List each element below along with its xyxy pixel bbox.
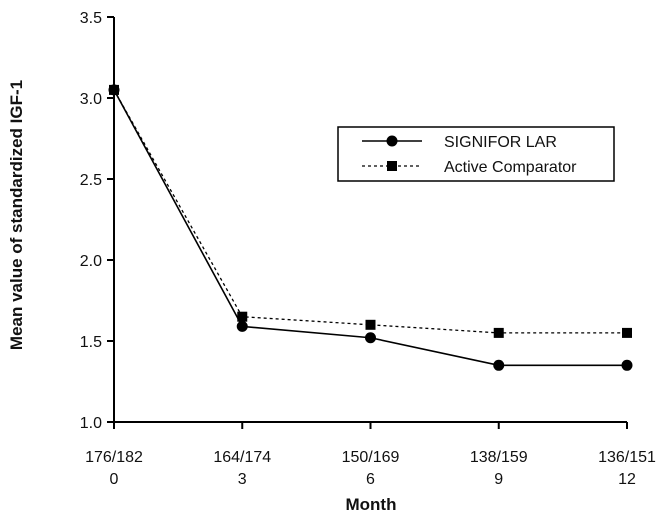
y-tick-label: 1.0 bbox=[80, 415, 102, 432]
legend-box bbox=[337, 126, 615, 182]
x-n-label: 164/174 bbox=[213, 449, 271, 466]
legend: SIGNIFOR LAR Active Comparator bbox=[337, 126, 615, 182]
data-point-comparator bbox=[622, 327, 632, 338]
y-tick-label: 2.0 bbox=[80, 253, 102, 270]
series-line-comparator bbox=[113, 89, 627, 334]
series-layer bbox=[108, 84, 633, 371]
x-n-label: 138/159 bbox=[470, 449, 528, 466]
x-n-label: 136/151 bbox=[598, 449, 656, 466]
y-tick-label: 1.5 bbox=[80, 334, 102, 351]
x-tick-label: 12 bbox=[618, 471, 636, 488]
x-n-label: 176/182 bbox=[85, 449, 143, 466]
legend-label-comparator: Active Comparator bbox=[444, 159, 577, 176]
x-tick-label: 3 bbox=[238, 471, 247, 488]
data-point-comparator bbox=[237, 311, 248, 322]
x-n-label: 150/169 bbox=[342, 449, 400, 466]
data-point-signifor bbox=[108, 84, 120, 96]
y-tick-label: 2.5 bbox=[80, 172, 102, 189]
x-tick-label: 6 bbox=[366, 471, 375, 488]
legend-marker-comparator bbox=[387, 161, 397, 171]
x-axis-title: Month bbox=[346, 495, 397, 514]
x-tick-label: 9 bbox=[494, 471, 503, 488]
x-tick-label: 0 bbox=[110, 471, 119, 488]
y-tick-label: 3.0 bbox=[80, 91, 102, 108]
x-axis-ticks: 176/182 0 164/174 3 150/169 6 138/159 9 136/151 1… bbox=[85, 422, 656, 488]
data-point-comparator bbox=[493, 327, 504, 338]
y-axis-title: Mean value of standardized IGF-1 bbox=[7, 80, 26, 350]
data-point-signifor bbox=[236, 320, 248, 332]
legend-marker-signifor bbox=[386, 135, 398, 147]
legend-label-signifor: SIGNIFOR LAR bbox=[444, 134, 557, 151]
y-tick-label: 3.5 bbox=[80, 10, 102, 27]
data-point-signifor bbox=[365, 332, 376, 344]
data-point-signifor bbox=[493, 359, 505, 371]
data-point-signifor bbox=[621, 359, 633, 371]
y-axis-ticks: 1.0 1.5 2.0 2.5 3.0 3.5 bbox=[80, 10, 114, 432]
data-point-comparator bbox=[365, 319, 376, 330]
